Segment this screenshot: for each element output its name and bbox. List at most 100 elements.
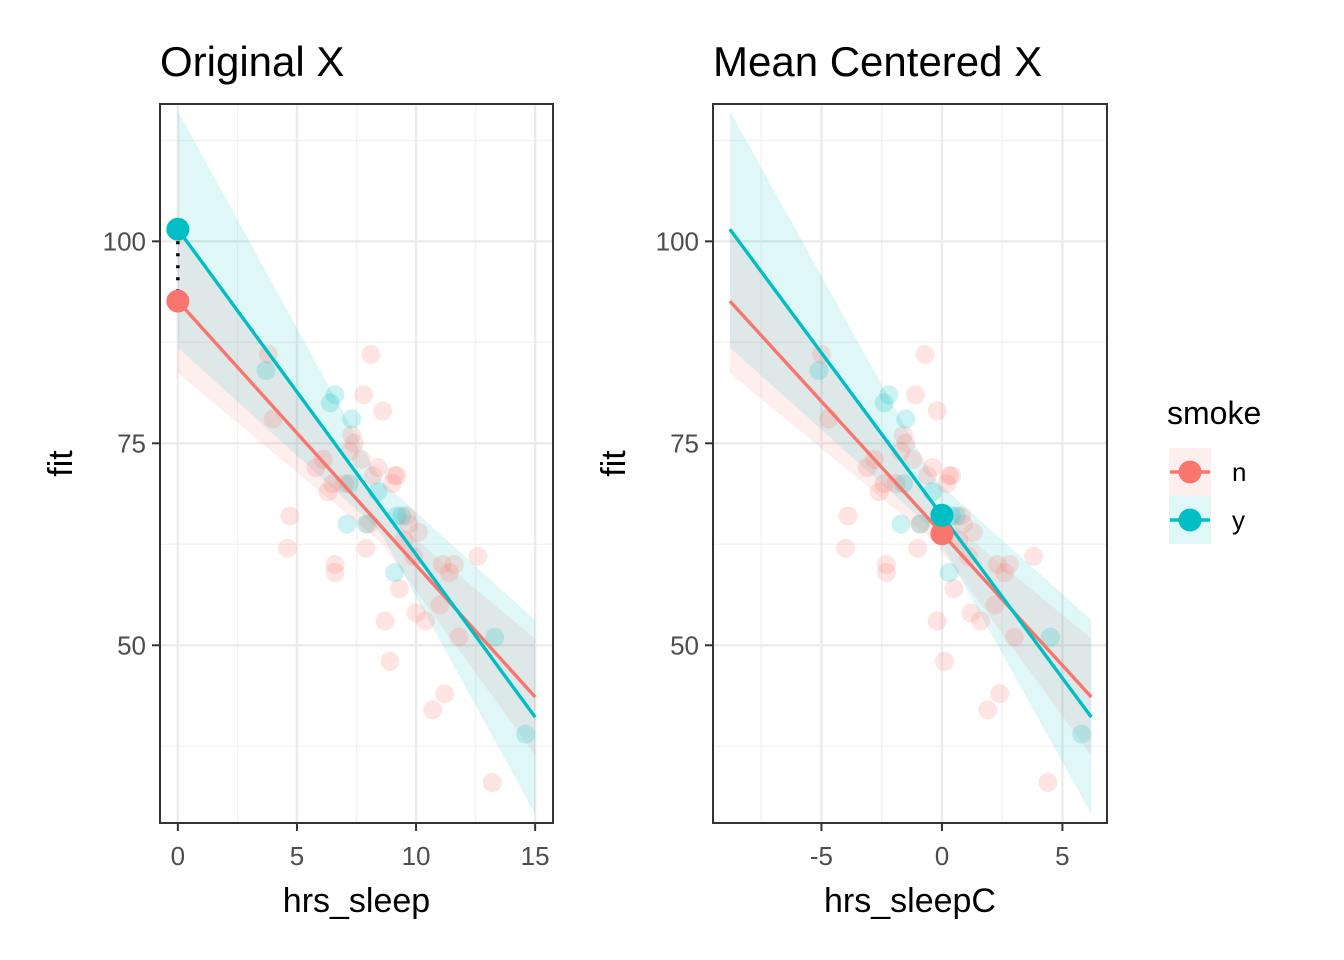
y-axis-title: fit <box>595 450 633 477</box>
data-point-n <box>836 538 856 558</box>
chart-title: Mean Centered X <box>713 38 1042 85</box>
data-point-y <box>516 724 536 744</box>
panel-border <box>159 103 554 824</box>
legend-item-y[interactable]: y <box>1169 496 1245 544</box>
legend-title: smoke <box>1167 395 1261 431</box>
data-point-n <box>482 773 502 793</box>
data-point-y <box>939 563 959 583</box>
data-point-y <box>879 385 899 405</box>
data-point-n <box>344 433 364 453</box>
data-point-n <box>368 458 388 478</box>
data-point-n <box>361 344 381 364</box>
data-point-n <box>874 474 894 494</box>
x-tick-label: 15 <box>521 841 550 871</box>
data-point-y <box>874 393 894 413</box>
fit-line-y <box>176 228 537 719</box>
data-point-y <box>320 393 340 413</box>
data-point-n <box>404 546 424 566</box>
data-point-n <box>963 522 983 542</box>
data-point-n <box>951 506 971 526</box>
x-axis-title: hrs_sleep <box>283 882 430 920</box>
y-tick-label: 50 <box>117 630 146 660</box>
y-tick-label: 100 <box>103 226 146 256</box>
y-tick-label: 75 <box>670 428 699 458</box>
data-point-n <box>408 522 428 542</box>
data-point-n <box>416 611 436 631</box>
panel-border <box>712 103 1108 824</box>
data-point-n <box>917 466 937 486</box>
data-point-n <box>990 684 1010 704</box>
panel-2: -5 0 5 50 75 100 Mean Centered X hrs_sleepC fit <box>595 38 1108 920</box>
data-point-n <box>380 651 400 671</box>
data-point-y <box>256 361 276 381</box>
data-point-n <box>905 385 925 405</box>
data-point-n <box>908 538 928 558</box>
panel-1: 0 5 10 15 50 75 100 Original X hrs_sleep fit <box>42 38 554 920</box>
data-point-n <box>869 482 889 502</box>
intercept-point-n <box>166 289 190 313</box>
data-point-n <box>893 425 913 445</box>
x-tick-label: 10 <box>402 841 431 871</box>
data-point-n <box>915 344 935 364</box>
data-point-y <box>342 409 362 429</box>
data-point-n <box>356 538 376 558</box>
data-point-y <box>339 474 359 494</box>
data-point-y <box>1040 627 1060 647</box>
data-point-n <box>351 449 371 469</box>
x-tick-label: 5 <box>290 841 304 871</box>
y-tick-label: 100 <box>656 226 699 256</box>
data-point-n <box>896 433 916 453</box>
data-point-n <box>910 514 930 534</box>
data-point-n <box>877 563 897 583</box>
points-n <box>811 344 1058 793</box>
confidence-ribbon-y <box>729 110 1092 815</box>
data-point-y <box>809 361 829 381</box>
confidence-ribbon-n <box>729 229 1092 756</box>
data-point-y <box>485 627 505 647</box>
data-point-n <box>280 506 300 526</box>
data-point-n <box>937 474 957 494</box>
data-point-n <box>970 611 990 631</box>
data-point-n <box>439 563 459 583</box>
data-point-n <box>435 684 455 704</box>
legend-item-n[interactable]: n <box>1169 448 1246 496</box>
data-point-n <box>468 546 488 566</box>
data-point-n <box>1024 546 1044 566</box>
data-point-n <box>1004 627 1024 647</box>
data-point-n <box>944 579 964 599</box>
data-point-n <box>387 466 407 486</box>
points-y <box>256 361 536 744</box>
data-point-n <box>857 458 877 478</box>
y-tick-label: 50 <box>670 630 699 660</box>
data-point-n <box>306 458 326 478</box>
data-point-n <box>325 554 345 574</box>
data-point-y <box>337 514 357 534</box>
data-point-n <box>954 514 974 534</box>
data-point-n <box>987 554 1007 574</box>
data-point-y <box>896 409 916 429</box>
data-point-n <box>382 474 402 494</box>
data-point-n <box>934 651 954 671</box>
data-point-n <box>838 506 858 526</box>
x-tick-label: 0 <box>935 841 949 871</box>
data-point-y <box>1072 724 1092 744</box>
data-point-n <box>432 554 452 574</box>
x-tick-label: 0 <box>171 841 185 871</box>
data-point-n <box>399 514 419 534</box>
gridlines <box>713 104 1107 823</box>
data-point-n <box>927 401 947 421</box>
confidence-ribbon-y <box>177 110 536 815</box>
data-point-n <box>354 385 374 405</box>
data-point-n <box>389 579 409 599</box>
data-point-n <box>373 401 393 421</box>
data-point-n <box>939 466 959 486</box>
data-point-n <box>903 449 923 469</box>
legend-key-point <box>1178 508 1202 532</box>
data-point-n <box>277 538 297 558</box>
data-point-y <box>891 514 911 534</box>
points-n <box>258 344 502 793</box>
data-point-n <box>942 466 962 486</box>
y-tick-label: 75 <box>117 428 146 458</box>
data-point-n <box>342 425 362 445</box>
x-axis-title: hrs_sleepC <box>824 882 996 920</box>
